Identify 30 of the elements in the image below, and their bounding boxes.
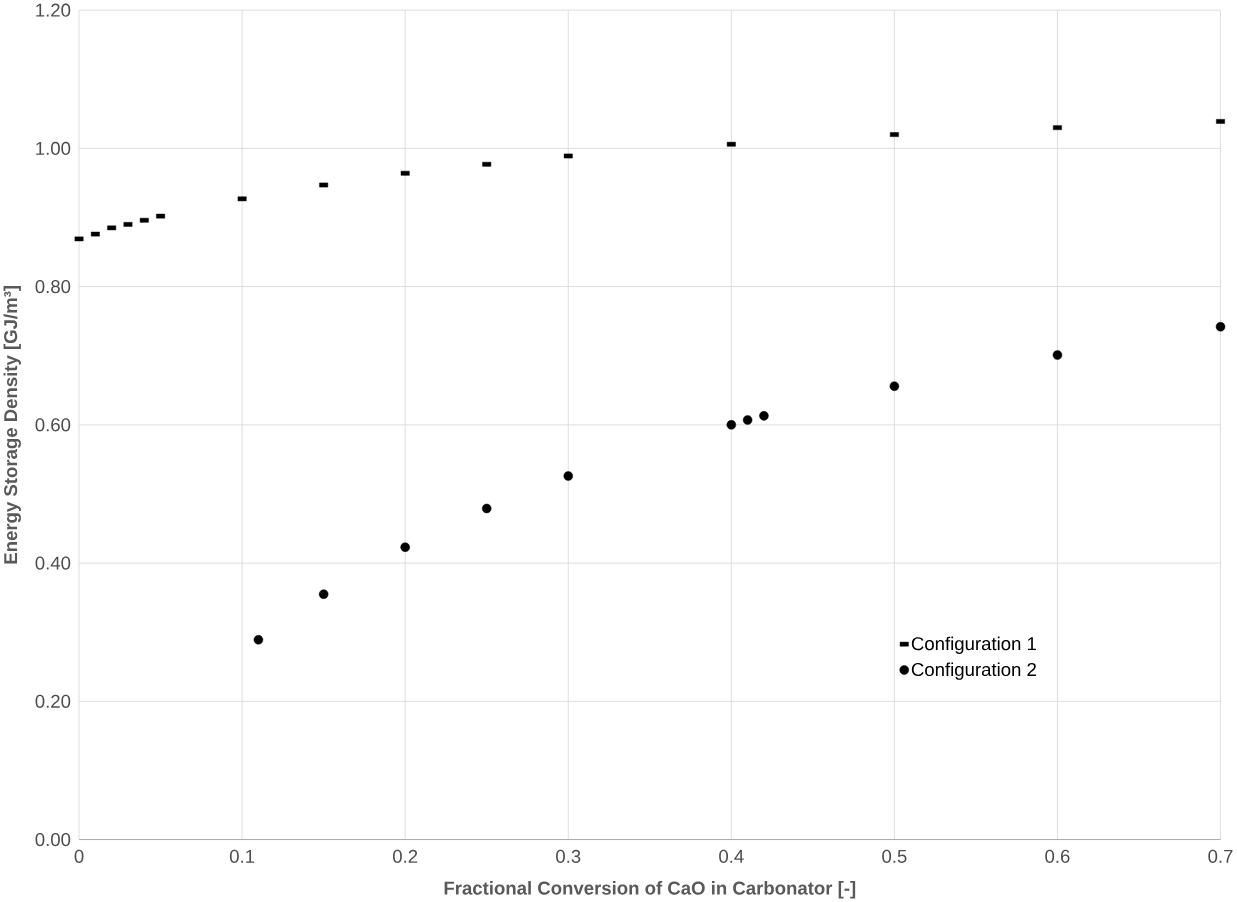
point [1215, 321, 1226, 332]
x-tick-label: 0.5 [882, 849, 907, 863]
point [318, 589, 329, 599]
y-axis-title: Energy Storage Density [GJ/m³] [3, 286, 21, 564]
point [742, 415, 753, 425]
y-tick-label: 1.00 [36, 141, 71, 155]
y-tick-label: 1.20 [36, 3, 71, 17]
x-tick-label: 0 [74, 849, 84, 863]
x-tick-label: 0.4 [719, 849, 744, 863]
point [1052, 350, 1063, 360]
x-tick-label: 0.1 [229, 849, 255, 863]
legend-label: Configuration 2 [911, 662, 1036, 680]
y-tick-label: 0.80 [35, 280, 71, 294]
point [253, 635, 264, 645]
point [481, 503, 492, 514]
y-tick-label: 0.20 [35, 694, 71, 708]
x-tick-label: 0.3 [556, 849, 581, 863]
point [759, 411, 769, 421]
point [726, 420, 737, 430]
x-tick-label: 0.6 [1045, 849, 1070, 863]
y-tick-label: 0.60 [35, 418, 71, 432]
x-tick-label: 0.2 [393, 849, 418, 863]
x-axis-title: Fractional Conversion of CaO in Carbonator [-] [444, 881, 856, 899]
point [400, 542, 410, 552]
point [563, 471, 573, 481]
y-tick-label: 0.00 [35, 832, 71, 847]
y-tick-label: 0.40 [35, 556, 71, 570]
x-tick-label: 0.7 [1208, 849, 1233, 863]
legend-label: Configuration 1 [911, 636, 1036, 654]
point [889, 381, 900, 391]
